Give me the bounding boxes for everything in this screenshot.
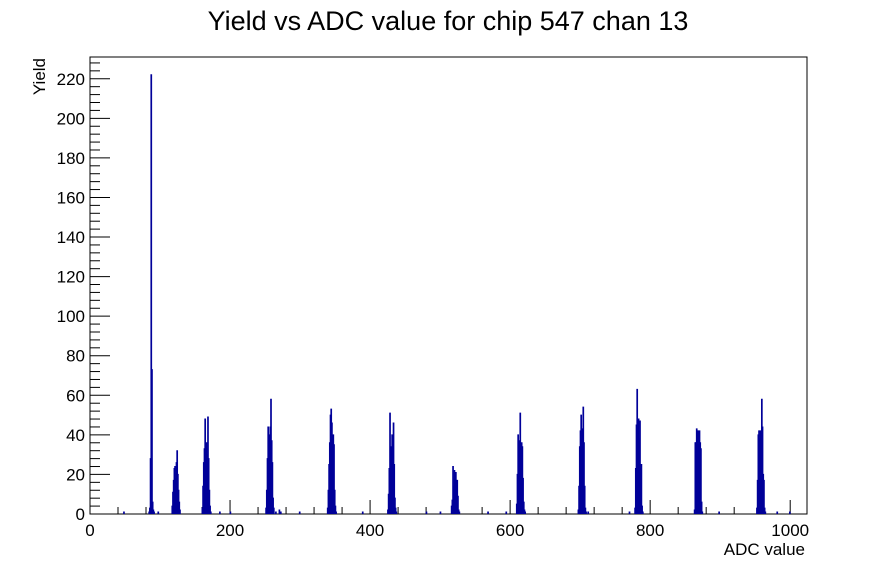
- histogram-bin: [123, 511, 125, 514]
- histogram-bin: [178, 501, 181, 514]
- x-tick-label: 0: [85, 521, 94, 540]
- histogram-bin: [639, 420, 641, 514]
- y-tick-label: 160: [57, 188, 85, 207]
- histogram-bin: [157, 511, 160, 514]
- histogram-bin: [333, 444, 335, 514]
- histogram-bin: [583, 442, 585, 514]
- y-axis-ticks: [90, 62, 110, 515]
- y-tick-label: 200: [57, 109, 85, 128]
- histogram-bin: [333, 489, 336, 514]
- histogram-bin: [700, 501, 703, 514]
- histogram-bin: [583, 485, 586, 514]
- histogram-bin: [487, 511, 489, 514]
- histogram-bin: [776, 511, 779, 514]
- histogram-bin: [219, 511, 221, 514]
- histogram-bin: [271, 462, 274, 514]
- y-tick-label: 120: [57, 268, 85, 287]
- histogram-bin: [395, 511, 398, 514]
- histogram-bin: [394, 497, 396, 514]
- histogram-bin: [153, 511, 155, 514]
- histogram-bin: [208, 489, 211, 514]
- x-tick-label: 400: [356, 521, 384, 540]
- histogram-bin: [393, 464, 396, 514]
- histogram-bin: [151, 369, 153, 514]
- histogram-bin: [522, 501, 525, 514]
- histogram-bin: [524, 511, 527, 514]
- histogram-bin: [640, 464, 643, 514]
- x-tick-label: 200: [216, 521, 244, 540]
- histogram-bin: [425, 511, 428, 514]
- y-tick-label: 80: [66, 347, 85, 366]
- histogram-bin: [207, 458, 210, 514]
- x-axis-label: ADC value: [724, 540, 805, 559]
- histogram-bin: [457, 495, 459, 514]
- histogram-bin: [641, 505, 643, 514]
- histogram-bin: [272, 497, 274, 514]
- histogram-bin: [700, 448, 702, 514]
- histogram-bin: [151, 501, 154, 514]
- histogram-bin: [761, 426, 764, 514]
- x-tick-label: 1000: [771, 521, 809, 540]
- histogram-bin: [763, 479, 765, 514]
- histogram-bin: [209, 511, 212, 514]
- histogram-bin: [275, 511, 277, 514]
- histogram-bin: [179, 509, 181, 514]
- histogram-bin: [439, 511, 442, 514]
- histogram-bin: [458, 511, 461, 514]
- histogram-bin: [361, 511, 364, 514]
- histogram-bin: [209, 505, 211, 514]
- histogram-bin: [587, 511, 590, 514]
- histogram-bin: [763, 507, 766, 514]
- histogram-bin: [519, 412, 522, 514]
- histogram-bin: [636, 388, 639, 514]
- histogram-bin: [701, 511, 704, 514]
- x-axis-tick-labels: 0 200 400 600 800 1000: [85, 521, 809, 540]
- histogram-bin: [522, 477, 524, 514]
- histogram-bin: [585, 511, 587, 514]
- histogram-bin: [718, 511, 720, 514]
- y-tick-label: 60: [66, 386, 85, 405]
- histogram-bin: [764, 511, 767, 514]
- histogram-bin: [628, 511, 631, 514]
- y-tick-label: 180: [57, 149, 85, 168]
- x-tick-label: 600: [496, 521, 524, 540]
- y-tick-label: 40: [66, 426, 85, 445]
- histogram-bin: [150, 74, 153, 514]
- x-tick-label: 800: [636, 521, 664, 540]
- histogram-bin: [584, 507, 587, 514]
- histogram-bin: [278, 509, 281, 514]
- histogram-bin: [298, 511, 301, 514]
- y-tick-label: 220: [57, 70, 85, 89]
- y-axis-label: Yield: [30, 58, 49, 95]
- histogram-bin: [279, 511, 282, 514]
- y-axis-tick-labels: 0 20 40 60 80 100 120 140 160 180 200 220: [57, 70, 85, 524]
- histogram-bin: [641, 511, 644, 514]
- histogram-bin: [335, 511, 337, 514]
- histogram-bin: [788, 511, 791, 514]
- histogram-bars: [123, 74, 791, 514]
- histogram-bin: [394, 507, 397, 514]
- y-tick-label: 100: [57, 307, 85, 326]
- plot-frame: [89, 56, 808, 515]
- y-tick-label: 140: [57, 228, 85, 247]
- y-tick-label: 0: [76, 505, 85, 524]
- chart-title: Yield vs ADC value for chip 547 chan 13: [208, 6, 689, 36]
- histogram-bin: [272, 507, 275, 514]
- histogram-bin: [229, 511, 232, 514]
- histogram-bin: [505, 511, 508, 514]
- y-tick-label: 20: [66, 465, 85, 484]
- histogram-bin: [334, 505, 337, 514]
